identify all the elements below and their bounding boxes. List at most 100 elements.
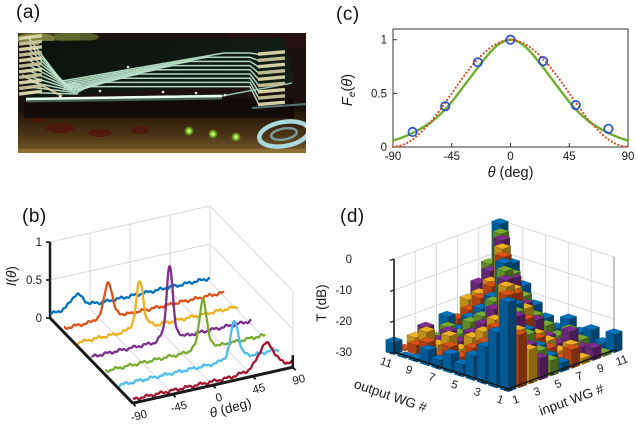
output-tick-label: 9 [404,364,414,377]
theta-tick [292,366,297,371]
sparkle [126,65,130,69]
panel-label-c: (c) [336,4,360,25]
glow-dot-core [211,132,215,136]
x-tick-label: 0 [507,151,513,163]
output-tick-label: 5 [449,379,459,392]
pad-left [18,67,43,74]
input-axis [507,349,615,390]
output-tick [458,373,463,377]
grid-line [209,281,294,368]
waveguide-chevron [65,60,260,85]
z-tick-label: 0 [36,313,42,325]
grid-line [129,299,214,386]
bar-top [495,257,513,264]
input-tick-label: 7 [575,370,585,383]
bar-face-right [614,331,623,354]
bar-top [493,234,511,241]
board-structure [18,33,80,42]
input-tick [529,380,534,383]
bar-top [496,265,514,272]
pad-left [18,34,43,41]
z-tick-label: -30 [335,347,352,359]
pad-left [18,84,43,91]
waveguide-chevron [70,73,260,90]
bar-top [492,228,510,235]
bar-face-right [518,332,528,389]
pad-right [257,100,286,107]
output-tick [412,358,418,362]
bar-top [442,348,460,355]
output-tick [389,351,395,354]
teal-structure-inner [269,126,299,142]
board-structure [53,33,99,42]
output-tick [503,388,509,391]
bar-top [494,251,512,258]
bar-top [499,296,517,303]
theta-tick-label: 0 [214,392,223,405]
bar-top [605,328,623,335]
board-blotch [45,123,75,133]
pad-right [257,68,286,75]
input-tick [507,388,512,391]
z-tick-label: 1 [36,237,42,249]
input-tick [613,349,618,352]
x-tick-label: -45 [443,151,460,163]
grid-line [89,308,174,395]
chip-left-edge [21,74,63,97]
output-axis [393,351,509,390]
board-blotch [130,126,150,134]
output-tick-label: 7 [427,371,437,384]
sparkle [98,89,102,93]
fan-arc [63,82,83,91]
pad-left [18,78,43,85]
output-tick-label: 3 [472,386,482,399]
bar-top [491,218,509,225]
y-tick-label: 0.5 [371,88,387,100]
input-tick-label: 3 [532,386,542,399]
waveguide-chevron [67,64,260,87]
depth-axis [48,316,134,405]
pad-left [18,45,43,52]
waveguide-chevron [63,56,260,84]
panel-label-b: (b) [22,206,47,227]
fan-glow [67,83,79,95]
input-tick-label: 11 [614,353,629,368]
pad-right [257,94,286,100]
pad-right [257,62,286,69]
panel-label-a: (a) [16,2,41,23]
sparkle [58,95,62,99]
facet-line [25,94,223,101]
z-axis-label: T (dB) [314,284,329,321]
pad-left [18,89,43,96]
input-tick [592,357,597,360]
pad-left [18,50,43,57]
sparkle [161,90,165,94]
output-tick [481,381,486,384]
board-edge [18,149,306,153]
bar-face-left [488,329,498,389]
bar-top [497,281,515,288]
bar-face-right [508,299,517,393]
bar-top [584,342,602,349]
pad-right [257,87,286,94]
x-axis-label: θ (deg) [208,395,253,421]
data-marker [440,101,451,112]
panel-b-chart: 0 0.5 1 -90 -45 0 45 90 θ (deg) I(θ) [4,205,307,424]
sparkle [194,91,198,95]
data-marker [505,34,516,45]
waterfall-trace [49,276,211,316]
bar-top [439,321,457,328]
glow-dot-core [234,135,238,139]
pad-left [18,39,43,46]
waveguide-feed [27,69,72,89]
input-tick-label: 5 [553,378,563,391]
y-axis-label: output WG # [352,376,429,415]
bar-top [562,339,580,346]
sparkle [223,93,227,97]
pad-left [18,56,43,63]
theta-tick [252,375,257,380]
bar-top [559,313,577,320]
